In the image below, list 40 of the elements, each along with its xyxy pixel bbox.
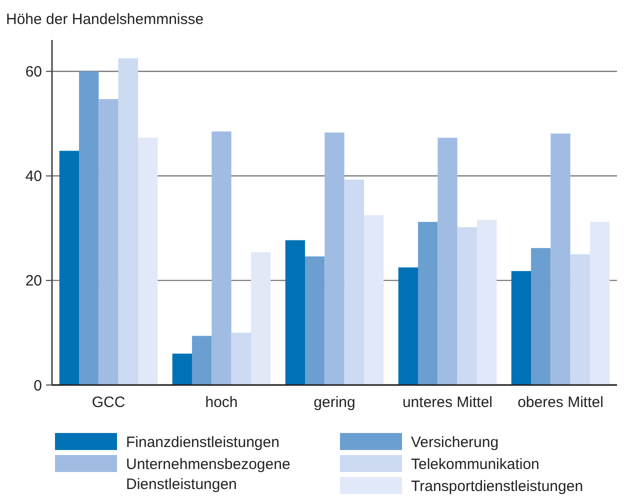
legend-label: Versicherung <box>411 434 499 451</box>
bar <box>398 267 418 385</box>
bar <box>364 215 384 385</box>
bar <box>570 254 590 385</box>
bar <box>250 252 271 385</box>
bar <box>138 138 158 385</box>
bar <box>550 134 570 385</box>
legend-label: Unternehmensbezogene Dienstleistungen <box>126 456 290 493</box>
x-tick-label: oberes Mittel <box>518 394 604 411</box>
bar <box>531 248 551 385</box>
bar <box>590 222 610 385</box>
bar <box>118 58 138 385</box>
legend-label: Telekommunikation <box>411 456 540 473</box>
y-tick-label: 0 <box>34 377 42 394</box>
x-tick-label: gering <box>314 394 356 411</box>
bar <box>231 332 251 385</box>
bar <box>476 220 497 385</box>
bar <box>438 138 458 385</box>
y-tick-label: 20 <box>25 272 42 290</box>
bar <box>511 271 532 385</box>
bar <box>457 227 477 385</box>
bar <box>59 150 80 385</box>
bar <box>305 256 325 385</box>
bar <box>418 222 438 385</box>
bar <box>172 354 192 385</box>
x-tick-label: GCC <box>92 394 126 411</box>
bar <box>212 131 232 385</box>
legend-label: Transportdienstleistungen <box>411 478 584 495</box>
y-axis-title: Höhe der Handelshemmnisse <box>6 11 204 28</box>
bar <box>285 240 306 385</box>
bar <box>98 99 118 385</box>
x-tick-label: hoch <box>205 394 238 411</box>
bar <box>324 132 344 385</box>
y-tick-label: 40 <box>25 168 42 186</box>
bar <box>344 180 364 385</box>
bar <box>79 71 99 385</box>
bar <box>192 336 212 385</box>
legend-label: Finanzdienstleistungen <box>126 434 280 451</box>
y-tick-label: 60 <box>25 64 42 81</box>
x-tick-label: unteres Mittel <box>402 394 493 411</box>
